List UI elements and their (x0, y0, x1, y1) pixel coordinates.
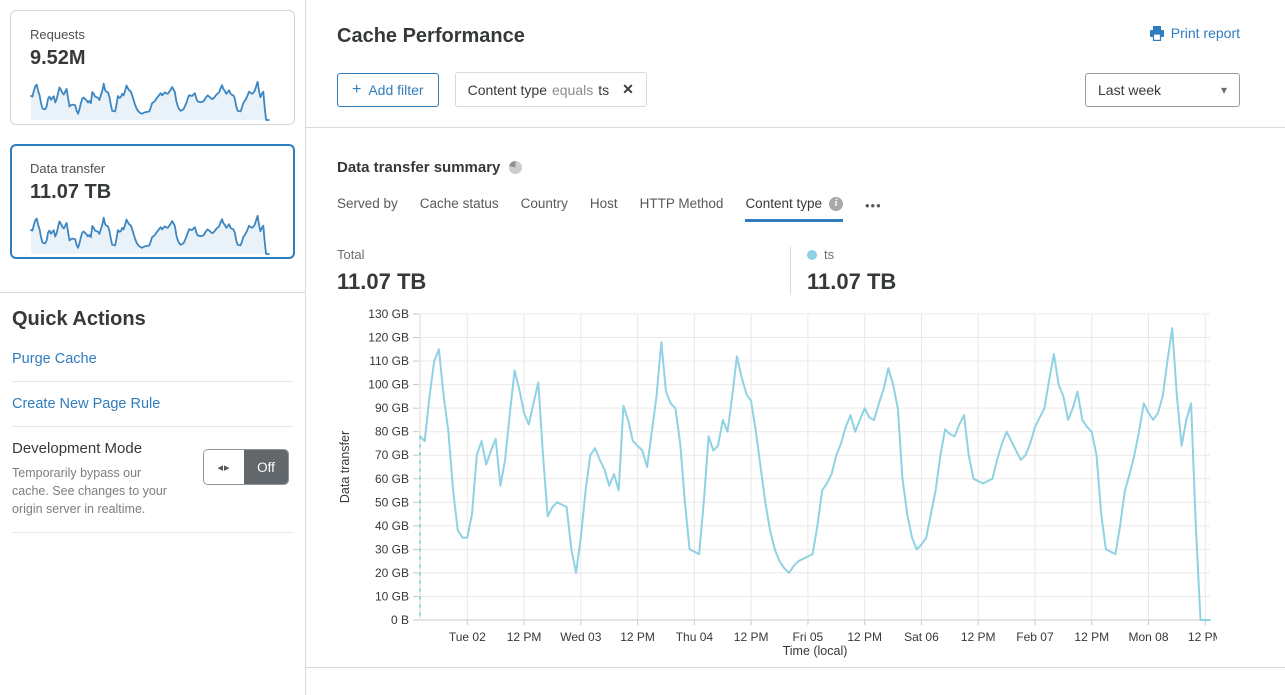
total-label: Total (337, 247, 365, 262)
filter-chip-field: Content type (467, 81, 547, 98)
svg-text:30 GB: 30 GB (375, 542, 409, 556)
requests-sparkline-chart (30, 80, 270, 121)
printer-icon (1149, 25, 1164, 41)
svg-text:Fri 05: Fri 05 (793, 630, 824, 644)
requests-card-value: 9.52M (30, 47, 86, 69)
print-report-label: Print report (1170, 25, 1240, 41)
svg-text:12 PM: 12 PM (507, 630, 542, 644)
svg-text:10 GB: 10 GB (375, 589, 409, 603)
dimension-tabs: Served by Cache status Country Host HTTP… (337, 196, 1240, 222)
total-value: 11.07 TB (337, 269, 427, 294)
pie-chart-icon (509, 160, 523, 175)
total-block: Total 11.07 TB (337, 247, 790, 295)
data-transfer-card[interactable]: Data transfer 11.07 TB (10, 144, 295, 259)
development-mode-toggle[interactable]: ◂▸ Off (203, 449, 289, 485)
svg-text:50 GB: 50 GB (375, 495, 409, 509)
svg-text:12 PM: 12 PM (734, 630, 769, 644)
add-filter-label: Add filter (368, 81, 424, 98)
svg-text:12 PM: 12 PM (620, 630, 655, 644)
svg-text:Time (local): Time (local) (783, 644, 848, 658)
legend-series-value: 11.07 TB (807, 269, 897, 294)
filter-chip-operator: equals (551, 81, 594, 98)
requests-card[interactable]: Requests 9.52M (10, 10, 295, 125)
legend-item-ts[interactable]: ts (807, 247, 896, 262)
tab-served-by[interactable]: Served by (337, 196, 398, 211)
filter-chip-content-type[interactable]: Content type equals ts ✕ (454, 72, 647, 107)
tab-content-type-label: Content type (745, 196, 822, 211)
legend-series-name: ts (824, 247, 835, 262)
sidebar-divider (0, 292, 305, 293)
svg-text:70 GB: 70 GB (375, 448, 409, 462)
add-filter-button[interactable]: + Add filter (337, 72, 439, 107)
page-title: Cache Performance (337, 25, 525, 47)
development-mode-section: Development Mode Temporarily bypass our … (12, 427, 293, 534)
sidebar: Requests 9.52M Data transfer 11.07 TB Qu… (0, 0, 306, 695)
legend-block: ts 11.07 TB (790, 247, 896, 295)
print-report-button[interactable]: Print report (1149, 25, 1240, 41)
svg-text:12 PM: 12 PM (1188, 630, 1217, 644)
development-mode-description: Temporarily bypass our cache. See change… (12, 466, 167, 516)
svg-text:100 GB: 100 GB (368, 378, 409, 392)
svg-text:Data transfer: Data transfer (338, 431, 352, 503)
filter-chip-value: ts (598, 81, 610, 98)
svg-text:0 B: 0 B (391, 613, 409, 627)
svg-text:Feb 07: Feb 07 (1016, 630, 1054, 644)
svg-text:12 PM: 12 PM (961, 630, 996, 644)
svg-text:60 GB: 60 GB (375, 472, 409, 486)
svg-text:120 GB: 120 GB (368, 331, 409, 345)
svg-text:12 PM: 12 PM (847, 630, 882, 644)
toggle-arrows-icon: ◂▸ (204, 450, 244, 484)
tab-host[interactable]: Host (589, 196, 618, 211)
svg-text:20 GB: 20 GB (375, 566, 409, 580)
more-tabs-ellipsis-icon[interactable]: ••• (865, 197, 882, 213)
plus-icon: + (352, 80, 362, 98)
data-transfer-sparkline-chart (30, 214, 270, 255)
caret-down-icon: ▾ (1220, 82, 1227, 97)
main-content: Cache Performance Print report + Add fil… (306, 0, 1285, 695)
tab-cache-status[interactable]: Cache status (419, 196, 499, 211)
filter-chip-close-icon[interactable]: ✕ (622, 81, 634, 97)
time-range-select[interactable]: Last week ▾ (1085, 72, 1240, 107)
info-icon[interactable]: i (829, 196, 843, 211)
totals-row: Total 11.07 TB ts 11.07 TB (337, 247, 1240, 295)
metric-cards: Requests 9.52M Data transfer 11.07 TB (0, 0, 305, 288)
svg-text:130 GB: 130 GB (368, 308, 409, 321)
data-transfer-chart: 0 B 10 GB 20 GB 30 GB 40 GB 50 GB 60 GB 70 GB 80… (337, 308, 1240, 660)
svg-text:110 GB: 110 GB (369, 354, 409, 368)
quick-actions-section: Quick Actions Purge Cache Create New Pag… (0, 308, 305, 534)
requests-card-label: Requests (30, 27, 85, 42)
tab-country[interactable]: Country (520, 196, 568, 211)
quick-actions-title: Quick Actions (12, 308, 146, 330)
data-transfer-summary-section: Data transfer summary Served by Cache st… (306, 128, 1285, 668)
page-header: Cache Performance Print report + Add fil… (306, 0, 1285, 128)
svg-text:80 GB: 80 GB (375, 425, 409, 439)
section-bottom-divider (306, 667, 1285, 668)
svg-text:Tue 02: Tue 02 (449, 630, 486, 644)
tab-http-method[interactable]: HTTP Method (639, 196, 724, 211)
legend-dot (807, 249, 817, 260)
tab-content-type[interactable]: Content type i (745, 196, 843, 222)
development-mode-title: Development Mode (12, 440, 143, 457)
data-transfer-card-label: Data transfer (30, 161, 106, 176)
data-transfer-card-value: 11.07 TB (30, 181, 112, 203)
svg-text:40 GB: 40 GB (375, 519, 409, 533)
filter-bar: + Add filter Content type equals ts ✕ La… (337, 72, 1240, 107)
time-range-value: Last week (1098, 81, 1162, 98)
create-page-rule-link[interactable]: Create New Page Rule (12, 396, 161, 412)
svg-text:Sat 06: Sat 06 (904, 630, 939, 644)
purge-cache-link[interactable]: Purge Cache (12, 351, 97, 367)
svg-text:12 PM: 12 PM (1074, 630, 1109, 644)
svg-text:Wed 03: Wed 03 (560, 630, 601, 644)
svg-text:90 GB: 90 GB (375, 401, 409, 415)
line-chart-canvas: 0 B 10 GB 20 GB 30 GB 40 GB 50 GB 60 GB 70 GB 80… (338, 308, 1217, 658)
toggle-off-label: Off (244, 450, 288, 484)
summary-title: Data transfer summary (337, 159, 501, 176)
svg-text:Thu 04: Thu 04 (676, 630, 714, 644)
svg-text:Mon 08: Mon 08 (1128, 630, 1168, 644)
